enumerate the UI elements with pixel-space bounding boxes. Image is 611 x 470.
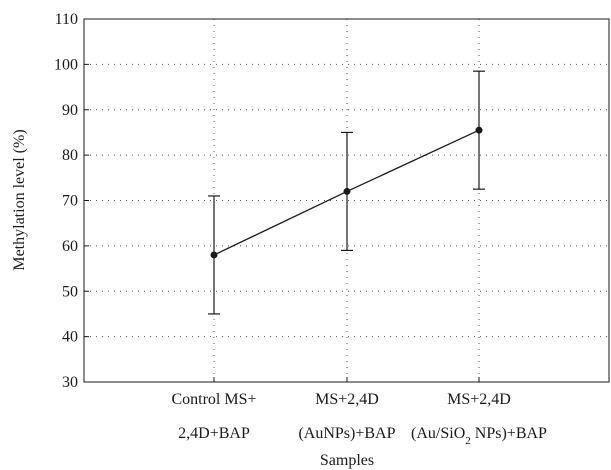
y-axis-ticks: 30 40 50 60 70 80 90 100 110 [54, 11, 89, 391]
data-point [343, 187, 351, 195]
y-tick-label: 70 [62, 193, 78, 210]
y-tick-label: 90 [62, 102, 78, 119]
x-tick-label: 2,4D+BAP [178, 425, 250, 442]
y-axis-title: Methylation level (%) [11, 129, 28, 270]
y-tick-label: 40 [62, 329, 78, 346]
x-tick-label: Control MS+ [171, 391, 256, 408]
x-tick-label: MS+2,4D [315, 391, 379, 408]
y-tick-label: 110 [55, 11, 78, 28]
x-axis-title: Samples [320, 452, 374, 469]
x-axis-ticks: Control MS+ 2,4D+BAP MS+2,4D (AuNPs)+BAP MS+… [171, 377, 547, 447]
y-tick-label: 100 [54, 56, 78, 73]
x-tick-label: (AuNPs)+BAP [298, 425, 395, 442]
y-tick-label: 80 [62, 147, 78, 164]
data-point [475, 126, 483, 134]
y-tick-label: 50 [62, 283, 78, 300]
series-methylation [208, 70, 485, 315]
y-tick-label: 60 [62, 238, 78, 255]
data-point [210, 251, 218, 259]
x-tick-label: MS+2,4D [447, 391, 511, 408]
x-tick-label: (Au/SiO2 NPs)+BAP [411, 425, 547, 447]
y-tick-label: 30 [62, 374, 78, 391]
